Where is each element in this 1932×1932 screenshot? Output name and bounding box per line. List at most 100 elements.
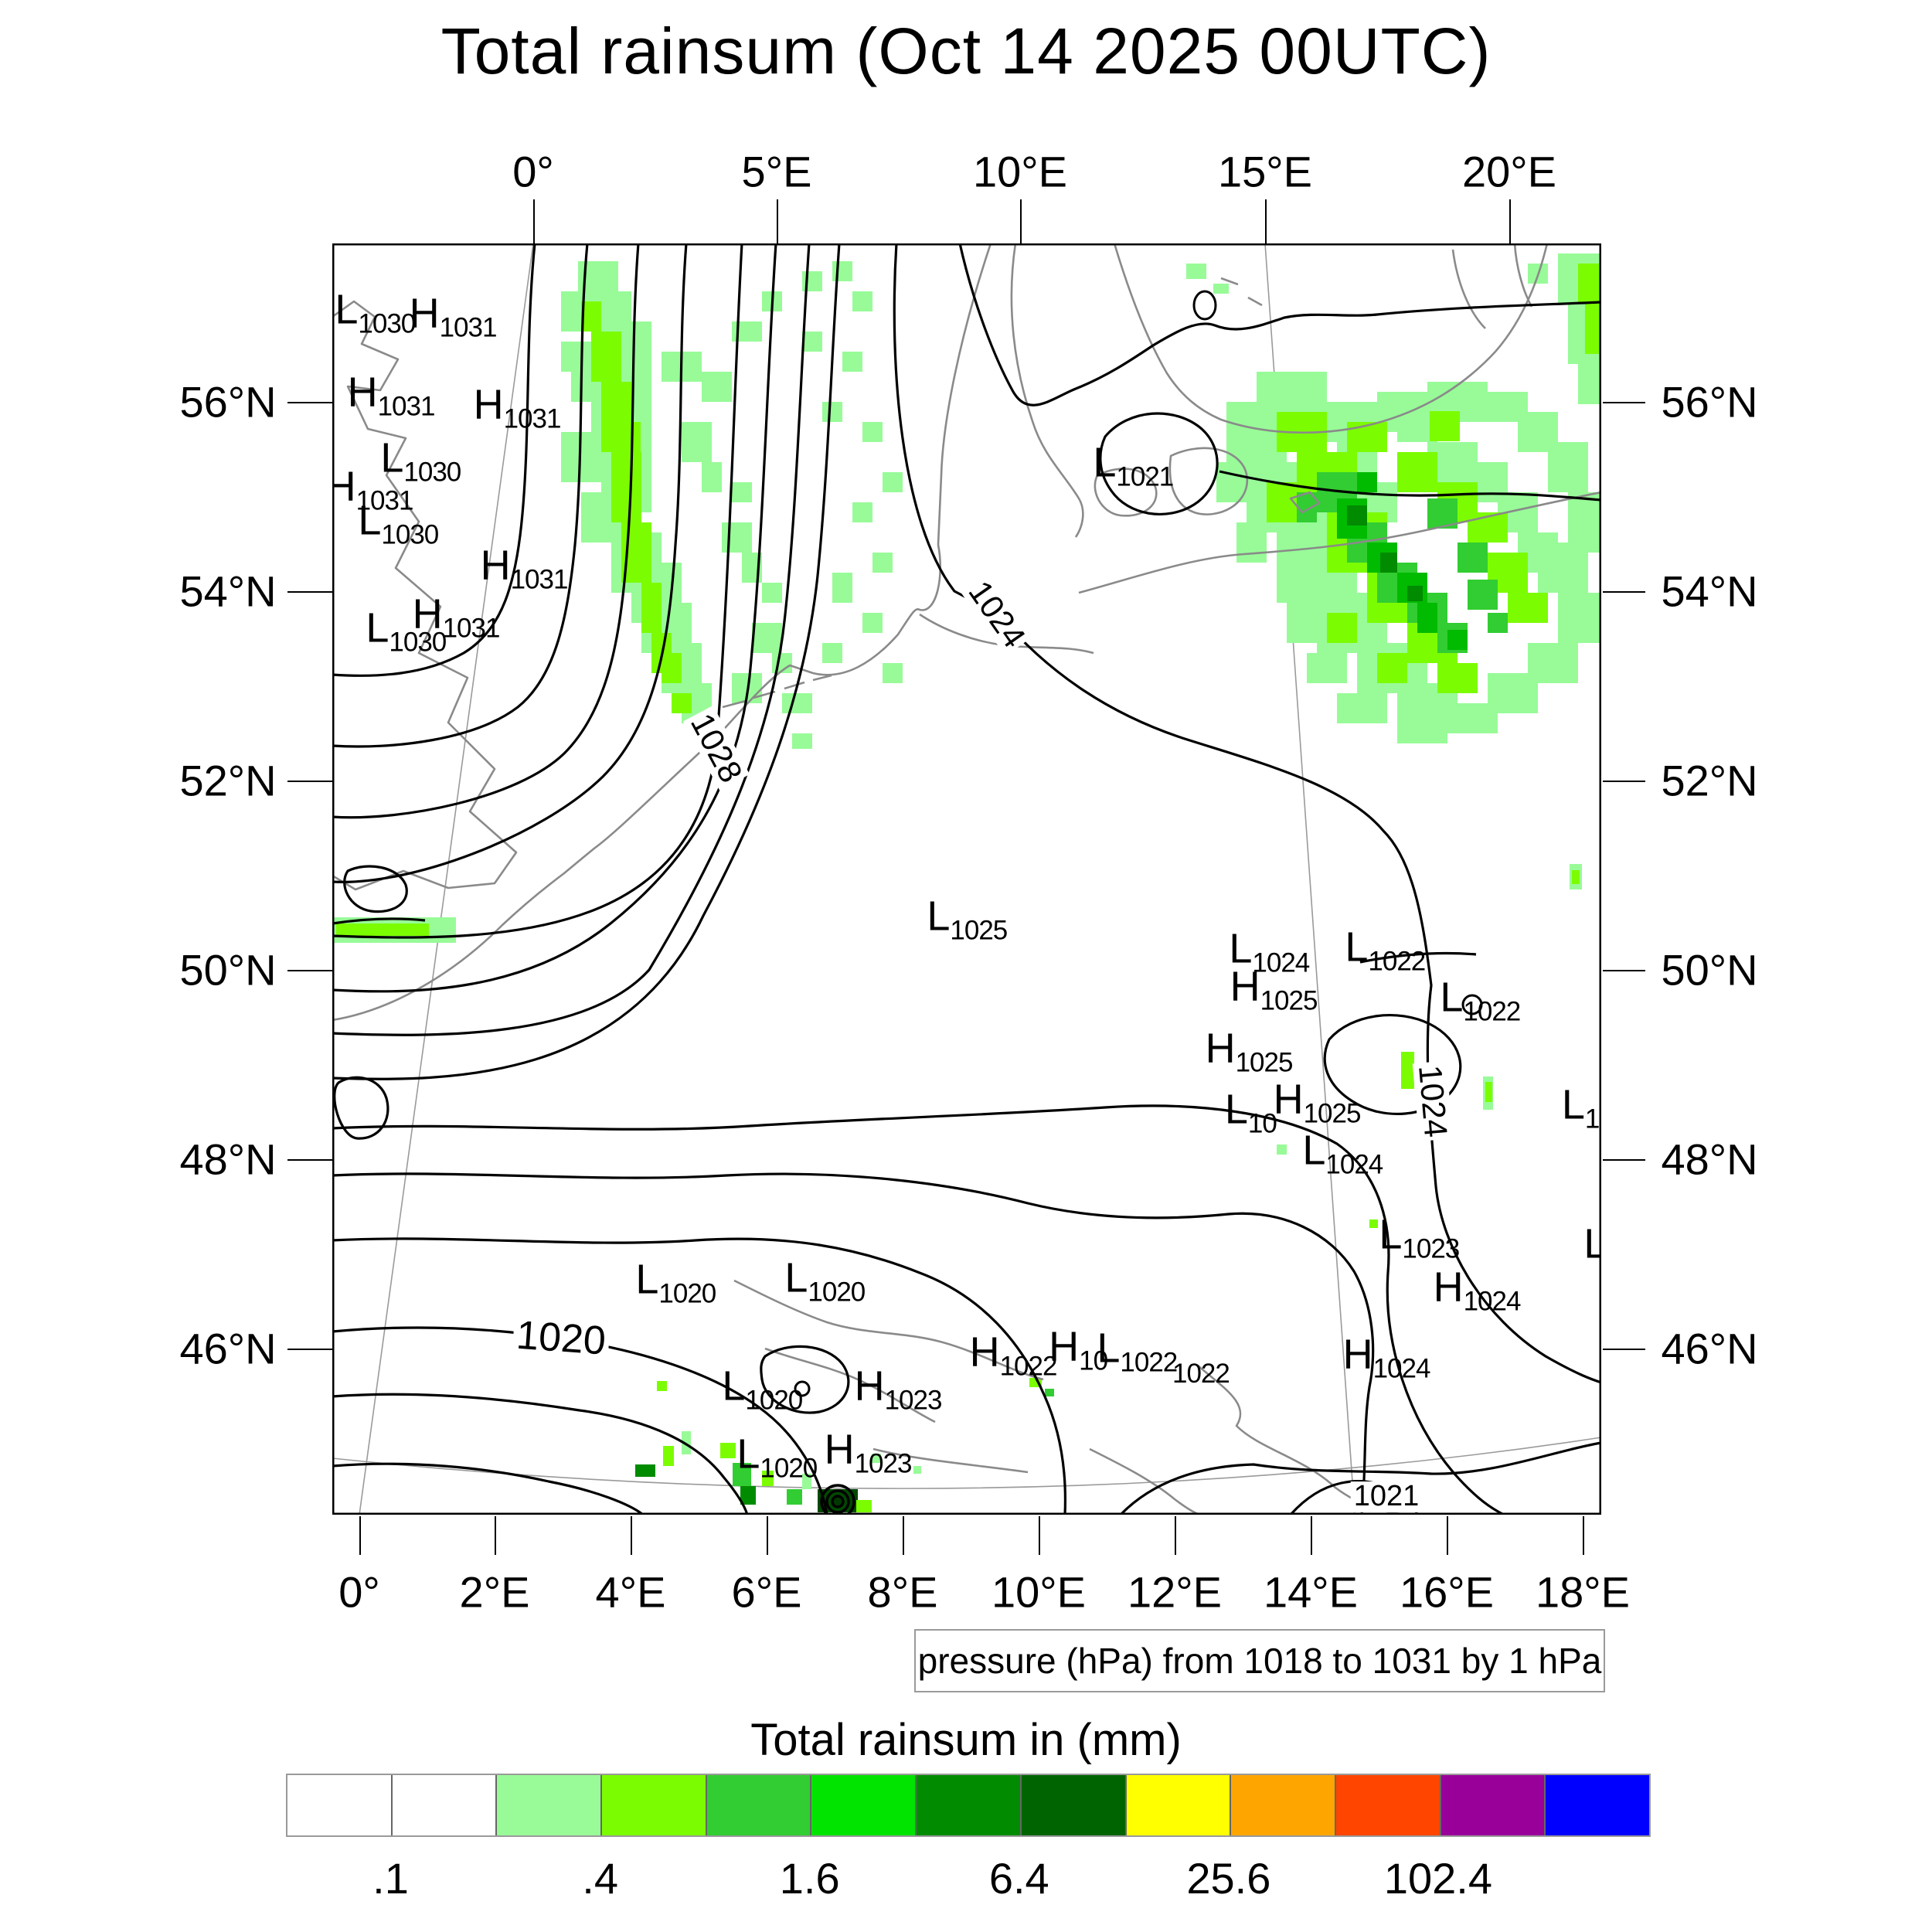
pressure-contour-path: [332, 243, 536, 677]
pressure-contour-path: [332, 1237, 1067, 1515]
pressure-system-label: L1022: [1097, 1325, 1178, 1378]
pressure-system-label: H1024: [1433, 1264, 1522, 1317]
coastline-path: [1089, 1447, 1202, 1515]
legend-title: Total rainsum in (mm): [750, 1715, 1182, 1765]
pressure-system-label: H1031: [473, 381, 562, 434]
coastline-path: [695, 674, 832, 723]
axis-label-left: 54°N: [179, 566, 277, 616]
colorbar-tick-label: 102.4: [1383, 1854, 1492, 1903]
rain-cell: [1488, 613, 1508, 633]
rain-cell: [1327, 613, 1357, 643]
graticule-parallel: [332, 1437, 1601, 1489]
rain-cell: [1437, 663, 1478, 693]
coastline-path: [1010, 243, 1084, 538]
pressure-contour-path: [332, 917, 426, 925]
coastline-path: [332, 300, 518, 891]
tick-mark-right: [1603, 781, 1645, 782]
pressure-system-label: L1022: [1440, 974, 1521, 1027]
pressure-system-label: H1025: [1230, 963, 1318, 1016]
pressure-caption-text: pressure (hPa) from 1018 to 1031 by 1 hP…: [917, 1641, 1602, 1681]
tick-mark-left: [287, 781, 332, 782]
axis-label-top: 15°E: [1217, 147, 1313, 196]
pressure-contour-circle: [1192, 290, 1217, 321]
rain-cell: [672, 693, 692, 713]
tick-mark-top: [533, 199, 535, 243]
rain-cell: [702, 372, 732, 402]
rain-cell: [822, 643, 842, 663]
axis-label-right: 50°N: [1661, 945, 1758, 995]
axis-label-left: 50°N: [179, 945, 277, 995]
chart-title: Total rainsum (Oct 14 2025 00UTC): [440, 15, 1492, 87]
axis-label-top: 10°E: [972, 147, 1068, 196]
rain-cell: [883, 472, 903, 492]
pressure-contour-path: [332, 243, 841, 1080]
axis-label-bottom: 10°E: [991, 1567, 1087, 1617]
rain-cell: [1458, 543, 1488, 573]
pressure-contour-path: [332, 1393, 749, 1515]
rain-cell: [792, 733, 812, 749]
rain-cell: [832, 261, 852, 281]
rain-max-contour-ring: [831, 1495, 845, 1509]
map-frame: L1030 H1031 H1031 H1031 L1030 H1031 L1030 H1031…: [332, 243, 1601, 1515]
axis-label-bottom: 2°E: [459, 1567, 530, 1617]
pressure-system-label: L1022: [1345, 923, 1426, 977]
pressure-system-label: L1021: [1093, 439, 1174, 492]
tick-mark-bottom: [1583, 1516, 1584, 1555]
tick-mark-bottom: [1311, 1516, 1312, 1555]
pressure-system-label: L1020: [635, 1256, 716, 1309]
rain-cell: [1377, 653, 1407, 683]
rain-cell: [1397, 452, 1437, 492]
rain-cell: [635, 1464, 655, 1477]
rain-cell: [662, 653, 682, 683]
pressure-contour-circle: [1461, 994, 1483, 1015]
pressure-system-label: H1024: [1342, 1331, 1431, 1384]
rain-cell: [852, 502, 872, 522]
pressure-contour-path: [893, 243, 1601, 1384]
rain-cell: [822, 402, 842, 422]
pressure-system-label: H1031: [480, 542, 569, 595]
tick-mark-left: [287, 591, 332, 593]
pressure-system-label: L1020: [784, 1254, 866, 1308]
rain-cell: [1337, 693, 1387, 723]
rain-cell: [832, 573, 852, 603]
pressure-system-label: L: [1583, 1220, 1601, 1267]
rain-cell: [1277, 1145, 1287, 1155]
axis-label-left: 48°N: [179, 1134, 277, 1184]
rain-cell: [872, 1454, 881, 1463]
rain-cell: [752, 623, 782, 653]
coastline-path: [733, 1279, 1044, 1381]
axis-label-right: 46°N: [1661, 1324, 1758, 1373]
axis-label-right: 48°N: [1661, 1134, 1758, 1184]
rain-cell: [1213, 284, 1229, 294]
rain-cell: [862, 613, 883, 633]
rain-cell: [762, 1471, 774, 1486]
coastline-path: [1168, 447, 1249, 515]
axis-label-bottom: 18°E: [1535, 1567, 1631, 1617]
rain-cell: [720, 1443, 736, 1458]
pressure-contour-path: [332, 1172, 1375, 1515]
coastline-path: [1289, 491, 1321, 514]
rain-cell: [1447, 630, 1468, 650]
rain-cell: [732, 482, 752, 502]
rain-cell: [621, 422, 641, 452]
rain-cell: [883, 663, 903, 683]
pressure-system-label: H1031: [332, 463, 413, 516]
tick-mark-bottom: [1039, 1516, 1040, 1555]
rain-cell: [1585, 304, 1601, 354]
rain-max-contour-ring: [820, 1484, 855, 1515]
rain-cell: [663, 1446, 674, 1466]
colorbar-tick-label: .1: [372, 1854, 409, 1903]
pressure-contour-path: [332, 243, 743, 939]
rain-cell: [1508, 593, 1548, 623]
axis-label-bottom: 16°E: [1399, 1567, 1495, 1617]
rain-cell: [1347, 422, 1387, 452]
coastline-path: [764, 1347, 936, 1423]
tick-mark-bottom: [767, 1516, 768, 1555]
pressure-contour-path: [343, 865, 408, 913]
axis-label-bottom: 0°: [338, 1567, 380, 1617]
rain-cell: [862, 422, 883, 442]
rain-cell: [1380, 553, 1397, 573]
axis-label-bottom: 12°E: [1127, 1567, 1223, 1617]
contour-label: 1021: [1350, 1481, 1423, 1512]
pressure-contour-path: [332, 1104, 1505, 1515]
